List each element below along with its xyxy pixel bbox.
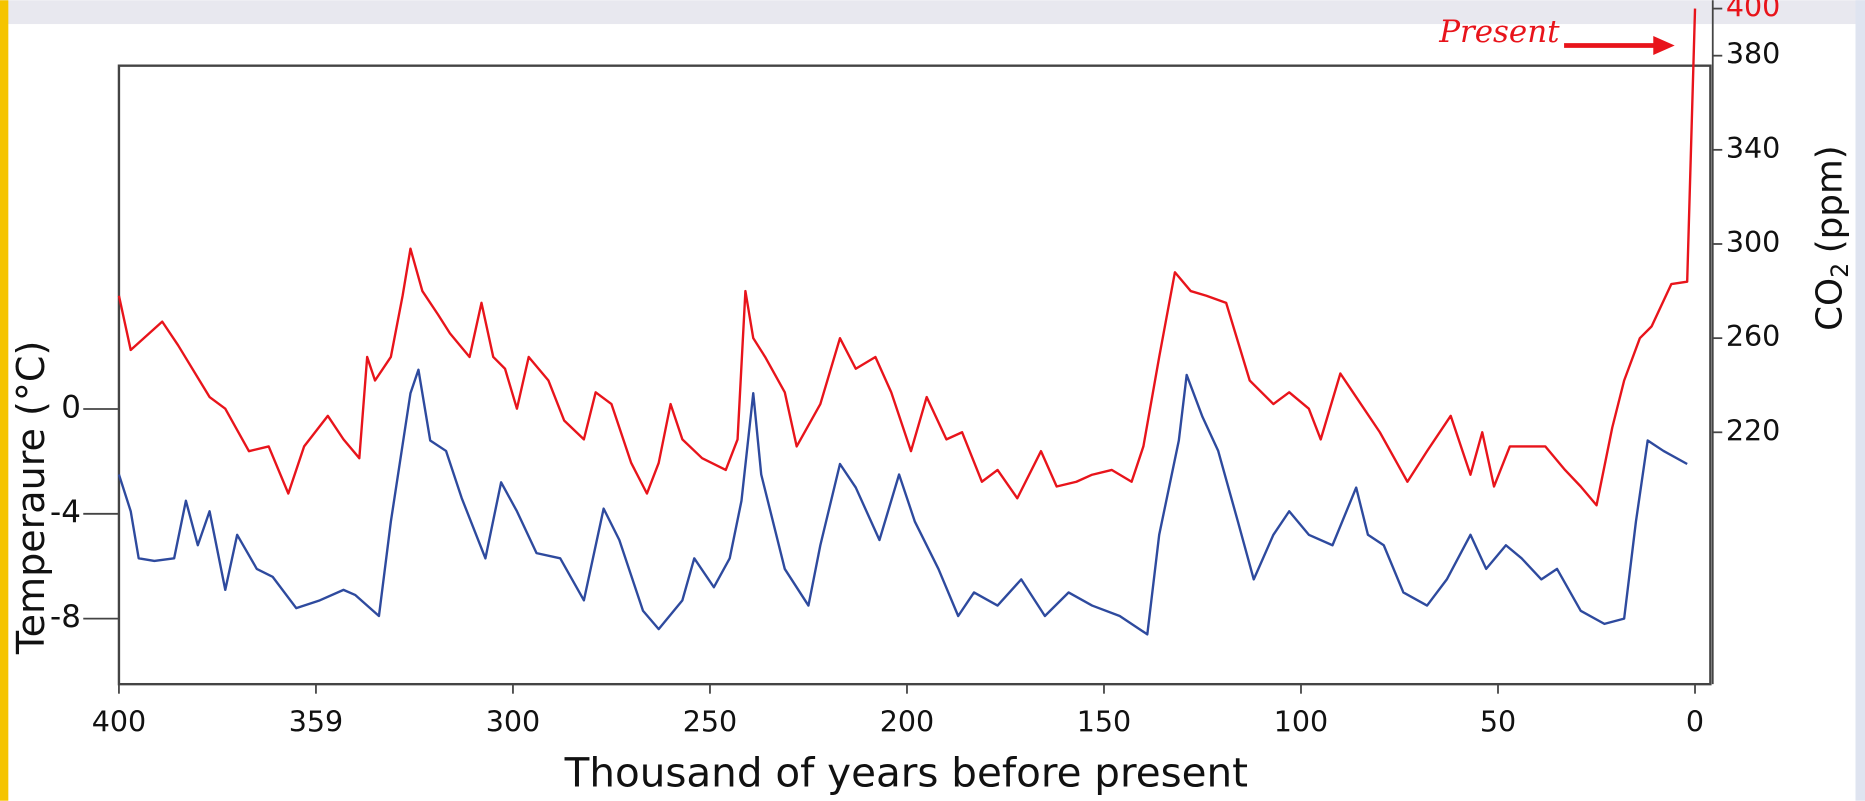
y2-title-main: CO bbox=[1810, 278, 1851, 331]
y2-axis-title: CO2 (ppm) bbox=[1810, 145, 1854, 331]
x-tick-label: 150 bbox=[1077, 705, 1131, 738]
y-axis-title: Temperaure (°C) bbox=[9, 341, 53, 655]
x-tick-label: 400 bbox=[92, 705, 146, 738]
plot-frame bbox=[117, 64, 1712, 686]
y2-title-sub: 2 bbox=[1826, 263, 1854, 278]
top-band bbox=[0, 0, 1865, 25]
series-line bbox=[117, 8, 1697, 507]
y2-tick-label: 340 bbox=[1726, 132, 1780, 165]
right-strip bbox=[1855, 0, 1865, 801]
annotation-arrowhead bbox=[1653, 35, 1675, 55]
x-tick-label: 0 bbox=[1686, 705, 1704, 738]
x-tick-label: 250 bbox=[683, 705, 737, 738]
x-tick-label: 300 bbox=[486, 705, 540, 738]
series-line bbox=[117, 368, 1688, 636]
x-tick-label: 50 bbox=[1480, 705, 1516, 738]
y-tick-label: -8 bbox=[50, 599, 81, 635]
y2-title-unit: (ppm) bbox=[1810, 145, 1851, 253]
annotation: Present bbox=[1438, 14, 1560, 50]
x-axis-title: Thousand of years before present bbox=[564, 749, 1248, 797]
y-tick-label: 0 bbox=[61, 389, 81, 425]
x-tick-label: 359 bbox=[289, 705, 343, 738]
y2-tick-label: 300 bbox=[1726, 226, 1780, 259]
y2-tick-label: 380 bbox=[1726, 38, 1780, 71]
left-strip bbox=[0, 0, 9, 801]
y2-tick-label: 400 bbox=[1726, 0, 1780, 24]
x-tick-label: 200 bbox=[880, 705, 934, 738]
y2-tick-label: 220 bbox=[1726, 414, 1780, 447]
y2-tick-label: 260 bbox=[1726, 320, 1780, 353]
y-tick-label: -4 bbox=[50, 494, 81, 530]
x-tick-label: 100 bbox=[1274, 705, 1328, 738]
